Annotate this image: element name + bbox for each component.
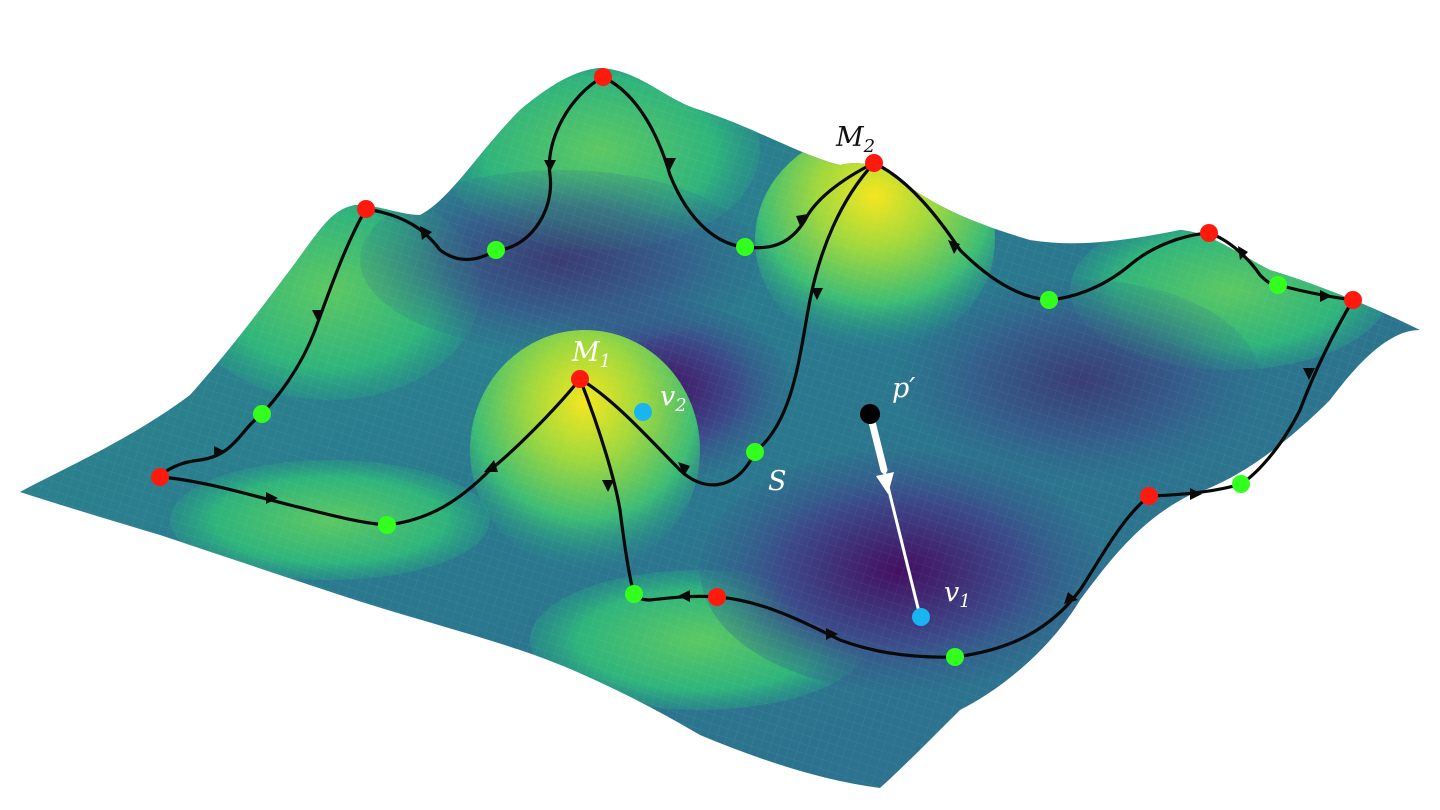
saddle-point xyxy=(736,238,754,256)
saddle-point xyxy=(253,405,271,423)
query-point-p-prime xyxy=(860,404,880,424)
minima xyxy=(634,403,930,626)
path-m2-to-saddle xyxy=(743,161,876,250)
path-left-saddle-to-corner xyxy=(158,412,264,479)
path-lower-right-peak-down xyxy=(953,494,1151,659)
path-top-peak-right xyxy=(601,75,747,249)
arrow-icon xyxy=(602,480,614,492)
label-p-prime: p′ xyxy=(892,373,915,404)
maximum-point xyxy=(357,200,375,218)
path-right-peak-to-saddle xyxy=(1047,231,1211,302)
arrow-icon xyxy=(266,492,278,504)
saddle-point xyxy=(487,241,505,259)
saddle-point xyxy=(946,648,964,666)
maximum-point xyxy=(708,588,726,606)
path-corner-to-front-saddle xyxy=(158,475,389,527)
maxima xyxy=(151,68,1362,606)
arrow-icon xyxy=(544,160,556,172)
saddle-point xyxy=(625,585,643,603)
arrow-icon xyxy=(312,310,324,322)
path-m2-right xyxy=(872,161,1051,302)
arrow-icon xyxy=(664,158,676,170)
saddle-point xyxy=(1269,276,1287,294)
label-v1: v1 xyxy=(944,577,971,612)
saddle-point xyxy=(378,516,396,534)
maximum-point xyxy=(151,468,169,486)
arrow-icon xyxy=(484,460,498,472)
maximum-point xyxy=(1344,291,1362,309)
path-far-right-peak-down xyxy=(1239,298,1355,486)
label-s: S xyxy=(768,466,787,497)
arrow-icon xyxy=(214,446,226,458)
path-top-peak-left xyxy=(494,75,605,252)
arrow-icon xyxy=(1320,290,1332,302)
path-m1-to-s xyxy=(578,377,757,487)
maximum-point-m2 xyxy=(865,154,883,172)
arrow-icon xyxy=(826,628,838,640)
label-v2: v2 xyxy=(660,381,687,416)
arrow-icon xyxy=(1064,592,1078,604)
arrow-icon xyxy=(420,226,432,240)
path-left-peak-to-saddle xyxy=(364,207,498,262)
arrow-icon xyxy=(1190,488,1202,500)
saddle-point xyxy=(1040,291,1058,309)
minimum-point-v2 xyxy=(634,403,652,421)
minimum-point-v1 xyxy=(912,608,930,626)
label-m2: M2 xyxy=(835,122,875,157)
path-left-peak-down xyxy=(260,207,368,416)
path-m1-down xyxy=(578,377,636,596)
arrow-icon xyxy=(948,240,960,254)
saddle-point xyxy=(1232,475,1250,493)
arrow-head-icon xyxy=(876,472,894,494)
arrow-icon xyxy=(811,288,823,300)
saddles xyxy=(253,238,1287,666)
maximum-point-m1 xyxy=(571,370,589,388)
path-m2-to-s xyxy=(753,161,876,454)
label-m1: M1 xyxy=(571,337,611,372)
arrow-icon xyxy=(1238,246,1248,260)
arrow-icon xyxy=(1303,368,1315,380)
path-bottom-peak-to-saddle xyxy=(715,595,957,659)
flow-paths xyxy=(158,75,1355,659)
arrow-icon xyxy=(678,462,690,476)
maximum-point xyxy=(1200,224,1218,242)
arrow-icon xyxy=(796,214,808,226)
arrow-icon xyxy=(678,590,690,602)
maximum-point xyxy=(1140,487,1158,505)
saddle-point-s xyxy=(746,443,764,461)
maximum-point xyxy=(594,68,612,86)
